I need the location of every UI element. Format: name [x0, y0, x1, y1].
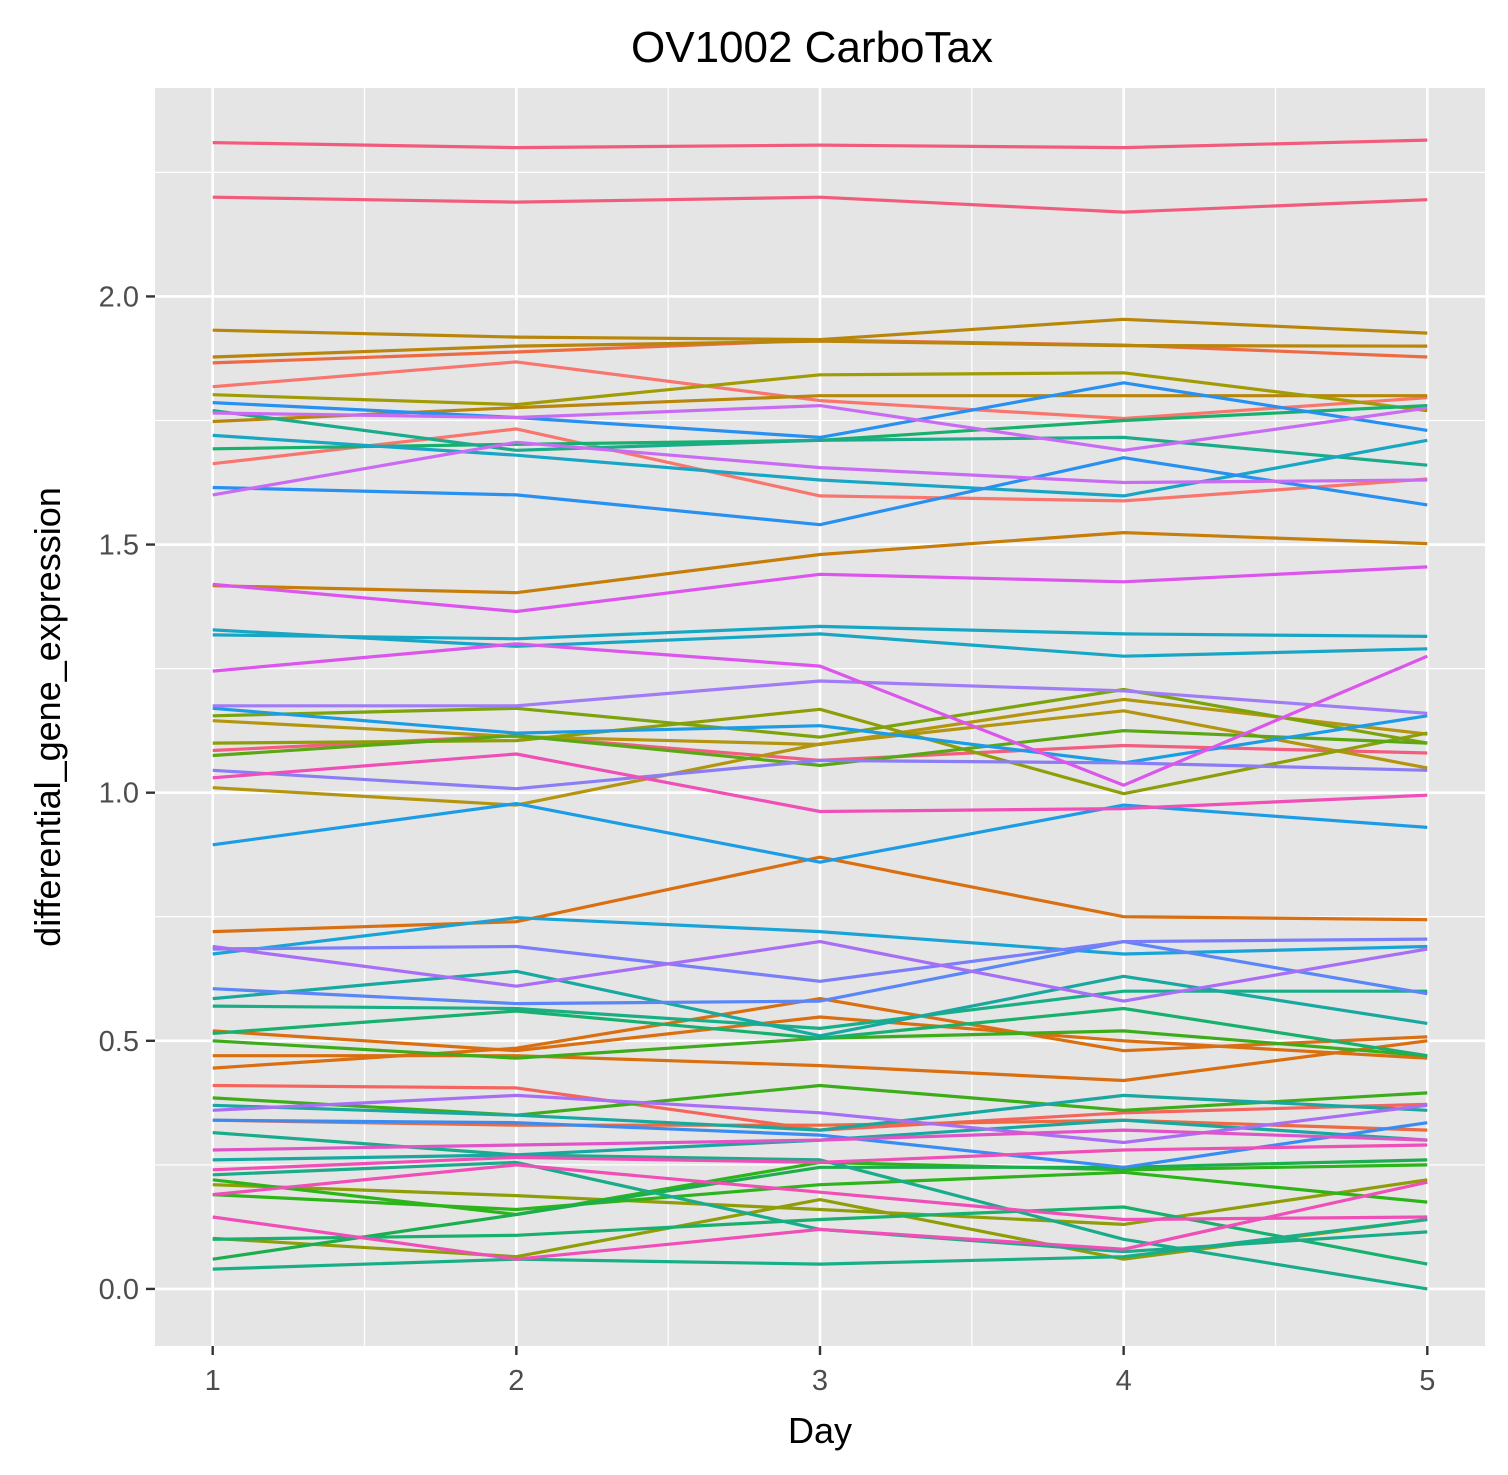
series-line-9 — [212, 855, 1428, 934]
x-tick-label: 2 — [508, 1365, 524, 1397]
series-line-8 — [212, 1118, 1428, 1132]
series-line-12 — [212, 1015, 1428, 1060]
x-tick-label: 5 — [1419, 1365, 1435, 1397]
series-line-44 — [212, 916, 1428, 956]
series-line-38 — [212, 969, 1428, 1038]
series-line-2 — [212, 427, 1428, 503]
x-tick-label: 4 — [1116, 1365, 1132, 1397]
series-line-63 — [212, 1163, 1428, 1222]
series-line-23 — [212, 687, 1428, 745]
series-line-15 — [212, 339, 1428, 359]
series-line-25 — [212, 1083, 1428, 1117]
x-axis: 1 2 3 4 5 — [205, 1346, 1435, 1397]
x-tick-label: 3 — [812, 1365, 828, 1397]
series-line-19 — [212, 371, 1428, 413]
y-tick-label: 2.0 — [99, 281, 139, 313]
series-line-18 — [212, 697, 1428, 747]
series-line-55 — [212, 1093, 1428, 1145]
series-line-57 — [212, 440, 1428, 497]
series-line-1 — [212, 360, 1428, 421]
series-line-45 — [212, 801, 1428, 864]
series-line-49 — [212, 1118, 1428, 1169]
series-line-28 — [212, 1170, 1428, 1212]
series-line-56 — [212, 404, 1428, 452]
series-line-48 — [212, 456, 1428, 527]
y-tick-label: 0.0 — [99, 1274, 139, 1306]
x-axis-title: Day — [788, 1410, 852, 1451]
series-line-50 — [212, 939, 1428, 1006]
series-line-54 — [212, 939, 1428, 1003]
series-line-39 — [212, 1093, 1428, 1132]
series-line-51 — [212, 937, 1428, 983]
series-line-59 — [212, 565, 1428, 614]
series-line-13 — [212, 530, 1428, 595]
series-line-58 — [212, 642, 1428, 787]
series-line-53 — [212, 679, 1428, 715]
series-line-24 — [212, 728, 1428, 768]
series-line-21 — [212, 1178, 1428, 1227]
y-tick-label: 0.5 — [99, 1026, 139, 1058]
series-line-60 — [212, 1128, 1428, 1152]
series-line-64 — [212, 1180, 1428, 1261]
series-line-29 — [212, 1158, 1428, 1261]
series-line-41 — [212, 433, 1428, 498]
y-tick-label: 1.5 — [99, 530, 139, 562]
y-axis: 0.0 0.5 1.0 1.5 2.0 — [99, 281, 155, 1306]
series-line-31 — [212, 1006, 1428, 1058]
series-line-4 — [212, 138, 1428, 150]
series-layer — [212, 138, 1428, 1291]
series-line-52 — [212, 758, 1428, 791]
series-line-35 — [212, 409, 1428, 467]
y-tick-label: 1.0 — [99, 778, 139, 810]
y-axis-title: differential_gene_expression — [27, 487, 68, 947]
series-line-47 — [212, 381, 1428, 439]
series-line-62 — [212, 1143, 1428, 1172]
series-line-46 — [212, 706, 1428, 765]
x-tick-label: 1 — [205, 1365, 221, 1397]
chart-title: OV1002 CarboTax — [631, 23, 993, 72]
series-line-61 — [212, 752, 1428, 814]
series-line-42 — [212, 628, 1428, 658]
series-line-43 — [212, 624, 1428, 641]
series-line-5 — [212, 195, 1428, 214]
